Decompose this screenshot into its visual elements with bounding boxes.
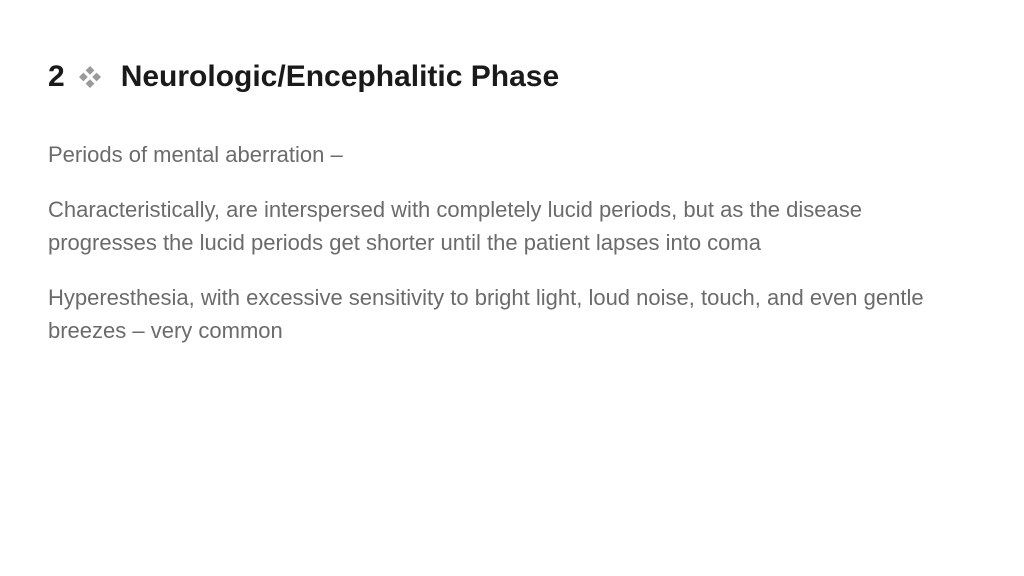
slide: 2 Neurologic/Encephalitic Phase Periods …: [0, 0, 1024, 576]
diamond-bullet-icon: [79, 66, 101, 88]
paragraph: Characteristically, are interspersed wit…: [48, 193, 976, 259]
paragraph: Hyperesthesia, with excessive sensitivit…: [48, 281, 976, 347]
body-text: Periods of mental aberration – Character…: [48, 138, 976, 347]
paragraph: Periods of mental aberration –: [48, 138, 976, 171]
heading-number: 2: [48, 60, 65, 94]
heading-title: Neurologic/Encephalitic Phase: [121, 60, 559, 94]
heading-row: 2 Neurologic/Encephalitic Phase: [48, 60, 976, 94]
